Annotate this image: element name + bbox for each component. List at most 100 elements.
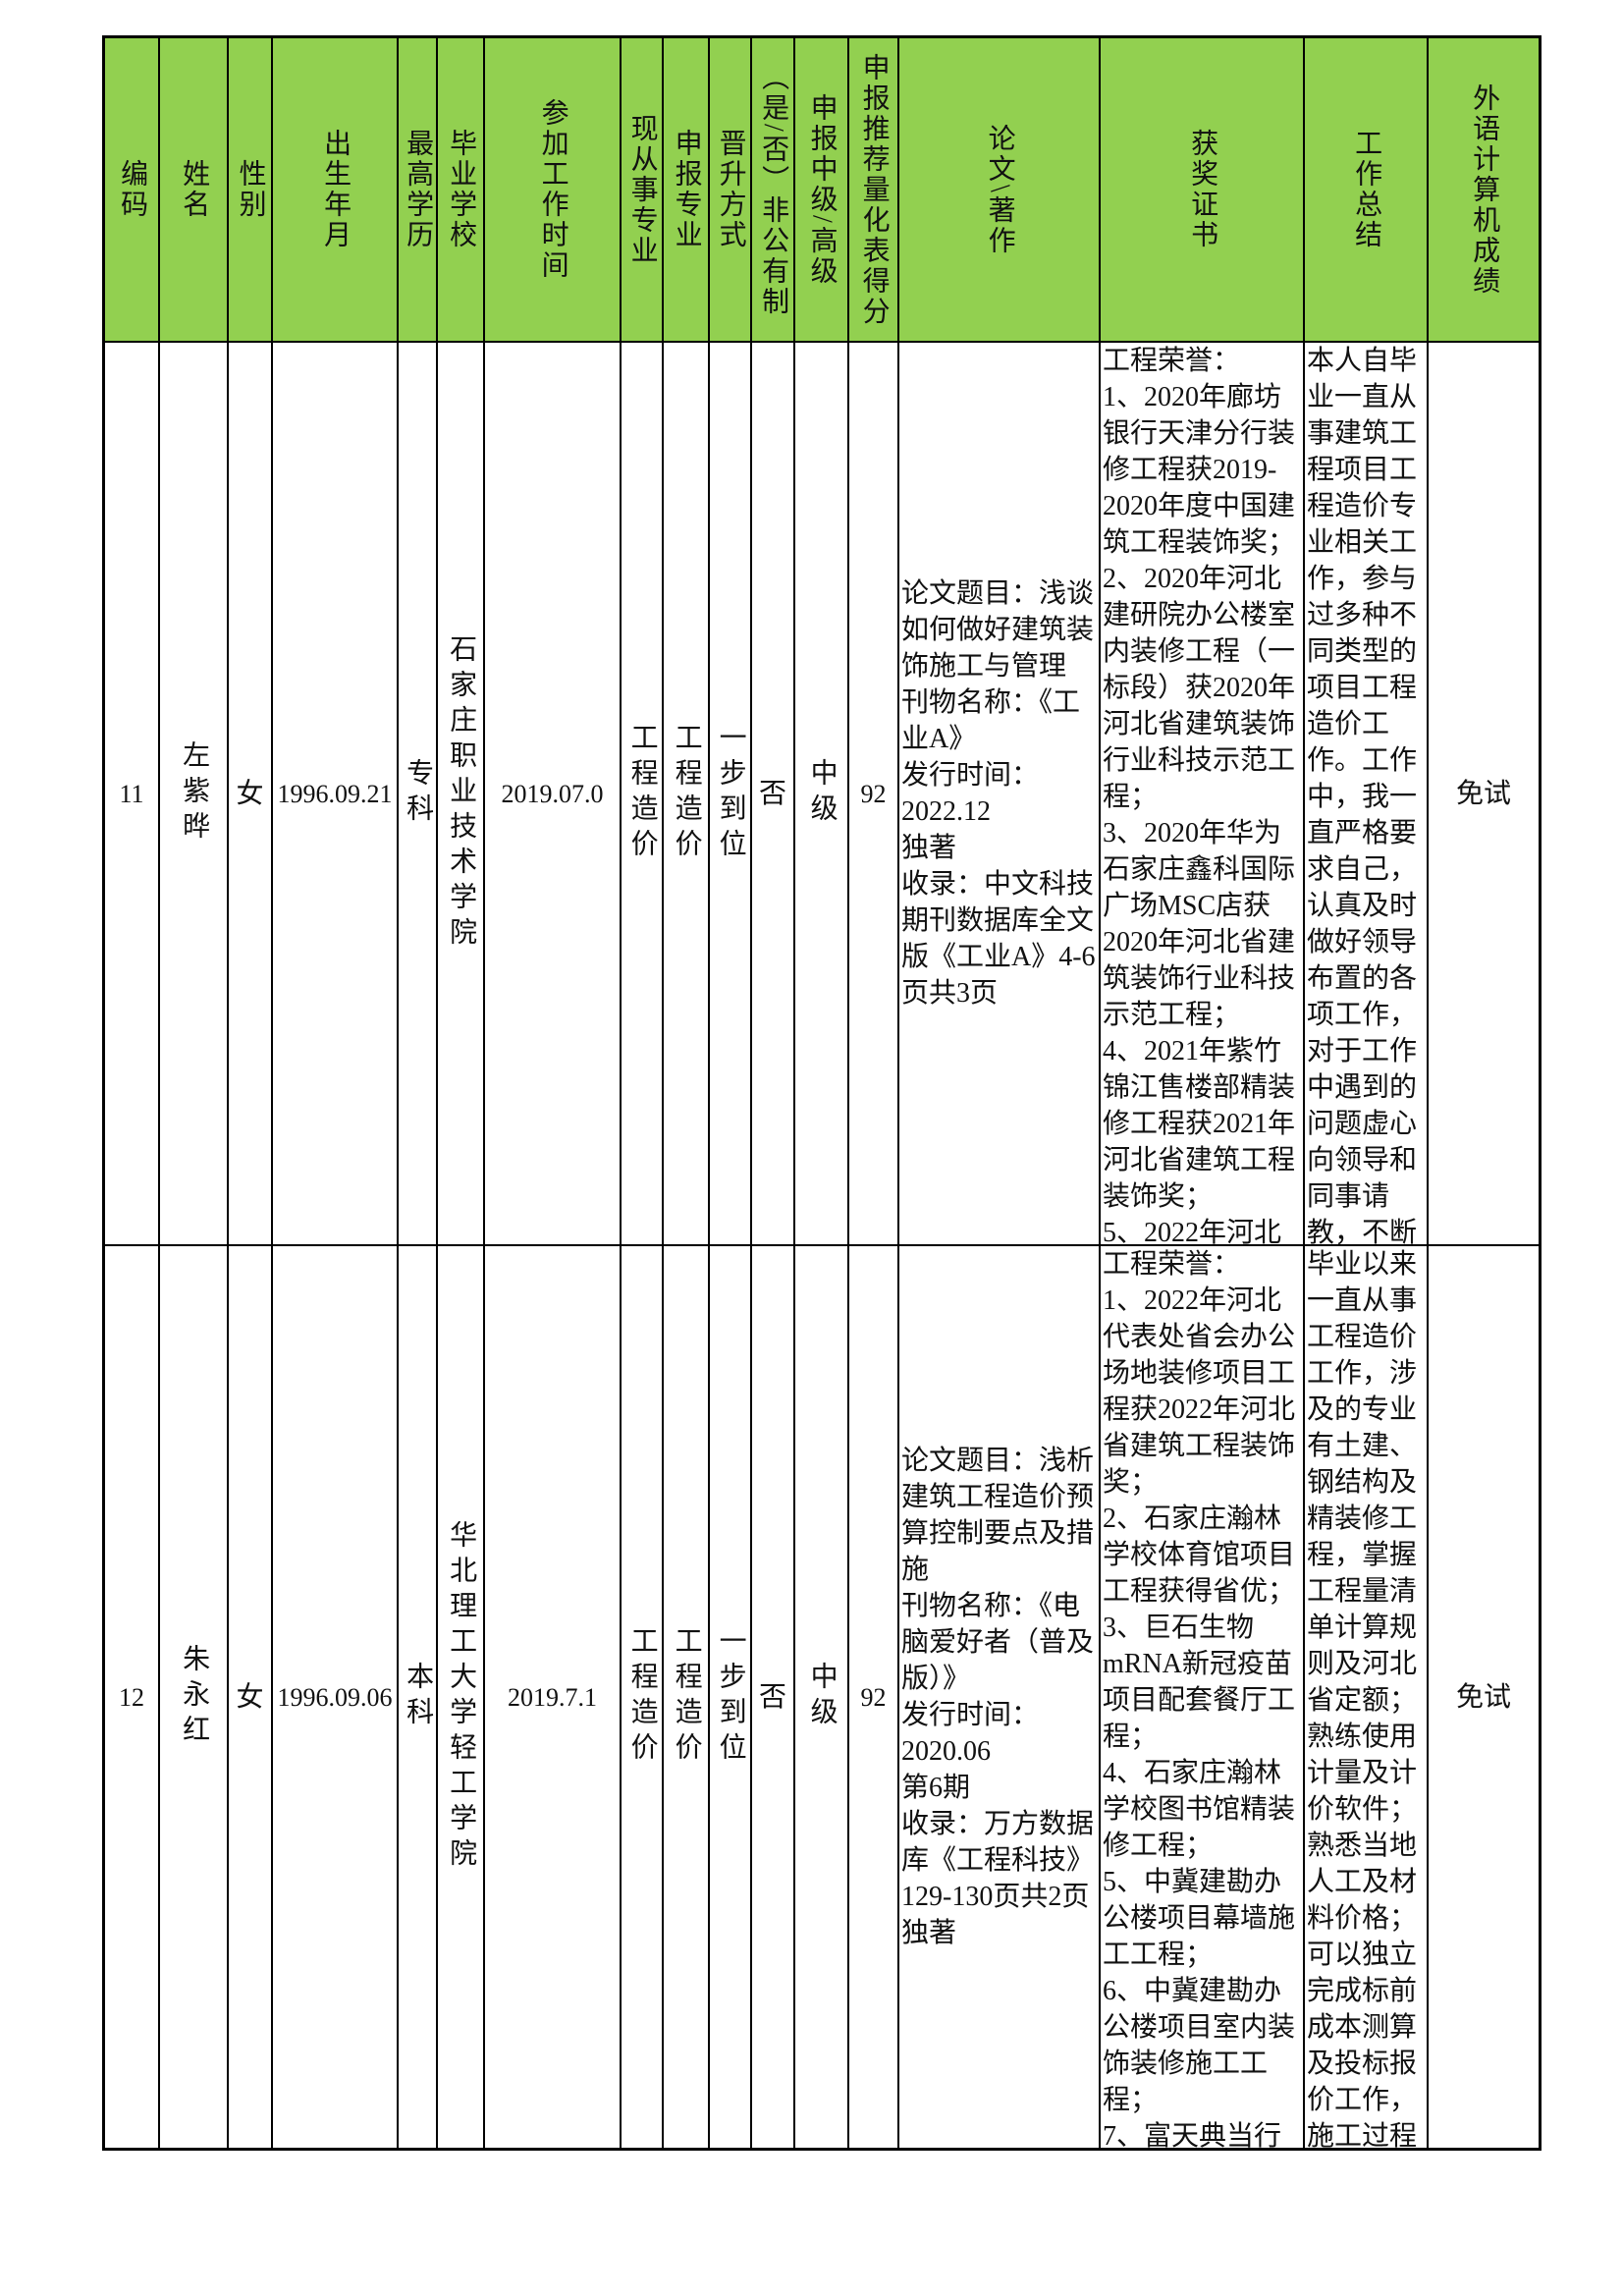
- current-major-value: 工程造价: [626, 1626, 658, 1768]
- column-header-label: 申报中级/高级: [806, 92, 838, 287]
- cell-work-start: 2019.07.0: [485, 343, 622, 1246]
- code-value: 12: [119, 1682, 144, 1712]
- cell-code: 12: [105, 1246, 160, 2148]
- birth-value: 1996.09.06: [277, 1682, 393, 1712]
- level-value: 中级: [806, 758, 838, 829]
- exam-value: 免试: [1455, 778, 1511, 809]
- gender-value: 女: [236, 1681, 264, 1713]
- column-header-education: 最高学历: [399, 38, 438, 343]
- column-header-name: 姓名: [160, 38, 229, 343]
- cell-code: 11: [105, 343, 160, 1246]
- column-header-papers: 论文\著作: [899, 38, 1101, 343]
- education-value: 专科: [403, 758, 434, 829]
- name-value: 朱永红: [179, 1644, 210, 1750]
- column-header-birth: 出生年月: [273, 38, 399, 343]
- column-header-label: 最高学历: [403, 129, 434, 250]
- cell-exam: 免试: [1429, 1246, 1539, 2148]
- column-header-label: 申报推荐量化表得分: [858, 52, 890, 327]
- gender-value: 女: [236, 778, 264, 809]
- column-header-declared-major: 申报专业: [664, 38, 710, 343]
- score-value: 92: [860, 1682, 887, 1712]
- cell-education: 本科: [399, 1246, 438, 2148]
- cell-school: 华北理工大学轻工学院: [438, 1246, 485, 2148]
- work-start-value: 2019.7.1: [508, 1682, 597, 1712]
- column-header-work-start: 参加工作时间: [485, 38, 622, 343]
- cell-birth: 1996.09.06: [273, 1246, 399, 2148]
- cell-non-public: 否: [752, 343, 795, 1246]
- papers-text: 论文题目：浅析建筑工程造价预算控制要点及措施 刊物名称：《电脑爱好者（普及版）》…: [901, 1446, 1095, 1948]
- cell-declared-major: 工程造价: [664, 1246, 710, 2148]
- summary-text: 本人自毕业一直从事建筑工程项目工程造价专业相关工作，参与过多种不同类型的项目工程…: [1307, 346, 1418, 1246]
- column-header-label: 毕业学校: [446, 129, 477, 250]
- column-header-label: 参加工作时间: [537, 98, 568, 281]
- table-row: 12 朱永红 女 1996.09.06 本科 华北理工大学轻工学院 2019.7…: [105, 1246, 1539, 2148]
- cell-summary: 本人自毕业一直从事建筑工程项目工程造价专业相关工作，参与过多种不同类型的项目工程…: [1305, 343, 1429, 1246]
- cell-education: 专科: [399, 343, 438, 1246]
- column-header-summary: 工作总结: [1305, 38, 1429, 343]
- score-value: 92: [860, 779, 887, 808]
- column-header-gender: 性别: [229, 38, 273, 343]
- column-header-awards: 获奖证书: [1101, 38, 1305, 343]
- cell-exam: 免试: [1429, 343, 1539, 1246]
- cell-school: 石家庄职业技术学院: [438, 343, 485, 1246]
- column-header-label: 论文\著作: [984, 123, 1015, 256]
- column-header-label: 性别: [235, 159, 266, 220]
- awards-text: 工程荣誉： 1、2022年河北代表处省会办公场地装修项目工程获2022年河北省建…: [1103, 1249, 1296, 2148]
- non-public-value: 否: [758, 778, 786, 809]
- cell-score: 92: [849, 343, 899, 1246]
- column-header-label: 申报专业: [671, 129, 702, 250]
- promotion-value: 一步到位: [715, 723, 746, 864]
- cell-summary: 毕业以来一直从事工程造价工作，涉及的专业有土建、钢结构及精装修工程，掌握工程量清…: [1305, 1246, 1429, 2148]
- work-start-value: 2019.07.0: [501, 779, 604, 808]
- column-header-label: 工作总结: [1351, 129, 1382, 250]
- table-row: 11 左紫晔 女 1996.09.21 专科 石家庄职业技术学院 2019.07…: [105, 343, 1539, 1246]
- summary-text: 毕业以来一直从事工程造价工作，涉及的专业有土建、钢结构及精装修工程，掌握工程量清…: [1307, 1249, 1418, 2148]
- cell-name: 左紫晔: [160, 343, 229, 1246]
- cell-awards: 工程荣誉： 1、2020年廊坊银行天津分行装修工程获2019-2020年度中国建…: [1101, 343, 1305, 1246]
- school-value: 华北理工大学轻工学院: [446, 1520, 477, 1874]
- column-header-exam: 外语计算机成绩: [1429, 38, 1539, 343]
- awards-text: 工程荣誉： 1、2020年廊坊银行天津分行装修工程获2019-2020年度中国建…: [1103, 346, 1296, 1246]
- cell-papers: 论文题目：浅析建筑工程造价预算控制要点及措施 刊物名称：《电脑爱好者（普及版）》…: [899, 1246, 1101, 2148]
- papers-text: 论文题目：浅谈如何做好建筑装饰施工与管理 刊物名称：《工业A》 发行时间：202…: [901, 578, 1096, 1009]
- column-header-label: 编码: [117, 159, 148, 220]
- personnel-roster-table: 编码 姓名 性别 出生年月 最高学历 毕业学校 参加工作时间 现从事专业 申报专…: [102, 35, 1542, 2151]
- cell-score: 92: [849, 1246, 899, 2148]
- promotion-value: 一步到位: [715, 1626, 746, 1768]
- cell-promotion: 一步到位: [710, 343, 752, 1246]
- cell-non-public: 否: [752, 1246, 795, 2148]
- column-header-current-major: 现从事专业: [622, 38, 664, 343]
- column-header-label: 外语计算机成绩: [1469, 82, 1500, 297]
- column-header-non-public: （是/否）非公有制: [752, 38, 795, 343]
- column-header-label: 姓名: [179, 159, 210, 220]
- education-value: 本科: [403, 1662, 434, 1732]
- table-header-row: 编码 姓名 性别 出生年月 最高学历 毕业学校 参加工作时间 现从事专业 申报专…: [105, 38, 1539, 343]
- declared-major-value: 工程造价: [671, 1626, 702, 1768]
- cell-current-major: 工程造价: [622, 343, 664, 1246]
- cell-papers: 论文题目：浅谈如何做好建筑装饰施工与管理 刊物名称：《工业A》 发行时间：202…: [899, 343, 1101, 1246]
- birth-value: 1996.09.21: [277, 779, 393, 808]
- code-value: 11: [119, 779, 144, 808]
- cell-current-major: 工程造价: [622, 1246, 664, 2148]
- column-header-level: 申报中级/高级: [795, 38, 849, 343]
- column-header-promotion: 晋升方式: [710, 38, 752, 343]
- non-public-value: 否: [758, 1681, 786, 1713]
- column-header-label: 出生年月: [320, 129, 352, 250]
- cell-promotion: 一步到位: [710, 1246, 752, 2148]
- column-header-school: 毕业学校: [438, 38, 485, 343]
- cell-work-start: 2019.7.1: [485, 1246, 622, 2148]
- cell-level: 中级: [795, 1246, 849, 2148]
- cell-gender: 女: [229, 1246, 273, 2148]
- cell-birth: 1996.09.21: [273, 343, 399, 1246]
- column-header-label: 获奖证书: [1187, 129, 1218, 250]
- column-header-score: 申报推荐量化表得分: [849, 38, 899, 343]
- column-header-code: 编码: [105, 38, 160, 343]
- cell-declared-major: 工程造价: [664, 343, 710, 1246]
- cell-gender: 女: [229, 343, 273, 1246]
- level-value: 中级: [806, 1662, 838, 1732]
- name-value: 左紫晔: [179, 740, 210, 847]
- cell-level: 中级: [795, 343, 849, 1246]
- column-header-label: 晋升方式: [715, 129, 746, 250]
- column-header-label: （是/否）非公有制: [758, 62, 789, 317]
